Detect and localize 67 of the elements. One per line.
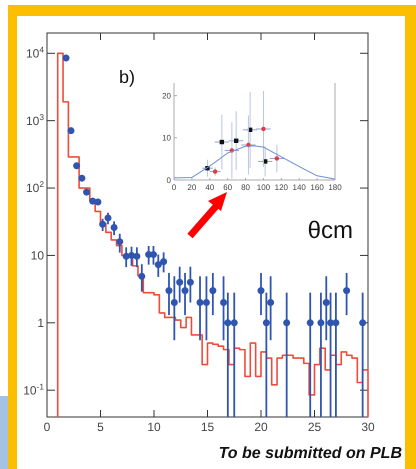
y-tick-label: 10 [162,134,172,143]
x-tick-label: 160 [310,183,324,192]
x-tick-label: 80 [241,183,251,192]
y-tick-label: 1 [37,316,44,330]
x-tick-label: 60 [223,183,233,192]
point [73,162,80,170]
x-tick-label: 140 [292,183,306,192]
point [267,299,274,306]
y-tick-label: 10$^{2}$ [26,179,44,196]
x-tick-label: 180 [328,183,342,192]
x-tick-label: 10 [147,420,161,434]
x-tick-label: 30 [361,420,375,434]
point [220,299,228,306]
x-tick-label: 5 [97,420,104,434]
point [196,299,204,306]
point [322,299,330,306]
point [359,319,366,326]
y-tick-label: 10$^{3}$ [26,112,44,128]
point [165,287,172,294]
point [258,287,264,294]
y-tick-label: 10 [30,248,44,263]
point [138,272,146,280]
point [209,287,216,294]
point [154,261,162,268]
x-tick-label: 100 [256,183,271,192]
point [317,319,324,326]
point [62,54,70,62]
x-axis-title: θcm [308,217,353,244]
point [67,127,74,134]
point [110,224,118,231]
point [306,319,314,326]
point [99,220,106,228]
point [160,258,168,266]
point [186,278,194,286]
point [274,156,280,161]
point [78,174,86,182]
point [230,319,238,326]
point [176,278,184,286]
text: To be submitted on PLB [218,445,402,462]
point [234,138,238,143]
point [170,299,178,306]
x-tick-label: 25 [308,420,322,434]
x-tick-label: 120 [274,183,289,192]
point [220,140,224,144]
y-tick-label: 10$^{4}$ [26,44,44,60]
point [116,238,124,246]
y-tick-label: 0 [166,176,172,185]
x-tick-label: 20 [187,183,197,192]
point [94,198,102,206]
point [104,214,112,222]
point [262,319,270,326]
x-tick-label: 20 [254,420,268,434]
annotation: b) [119,67,136,87]
point [261,126,266,132]
point [283,319,290,326]
x-tick-label: 40 [205,183,215,192]
point [224,319,232,326]
point [182,287,189,294]
point [83,188,90,196]
point [212,169,218,174]
point [343,287,350,294]
x-tick-label: 15 [200,420,214,434]
y-tick-label: 10$^{-1}$ [23,381,44,398]
point [332,319,340,326]
y-tick-label: 20 [162,91,172,100]
point [202,299,210,306]
point [133,252,140,260]
